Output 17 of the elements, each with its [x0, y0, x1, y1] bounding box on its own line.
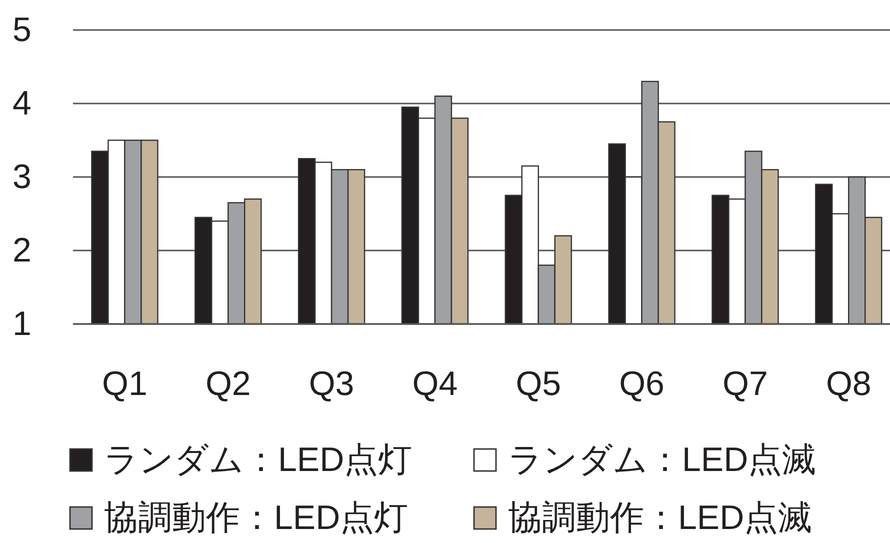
x-tick-label: Q3 [308, 365, 354, 403]
x-tick-label: Q7 [722, 365, 768, 403]
x-tick-label: Q8 [826, 365, 872, 403]
legend-label: 協調動作：LED点灯 [104, 499, 408, 537]
x-tick-label: Q5 [516, 365, 562, 403]
legend-label: ランダム：LED点滅 [508, 441, 816, 479]
legend-label: 協調動作：LED点滅 [508, 499, 812, 537]
x-tick-label: Q1 [102, 365, 148, 403]
x-tick-label: Q6 [619, 365, 664, 403]
legend-label: ランダム：LED点灯 [104, 441, 412, 479]
x-tick-label: Q4 [412, 365, 458, 403]
y-tick-label: 4 [12, 84, 32, 122]
y-tick-label: 3 [12, 158, 32, 196]
y-tick-label: 5 [12, 11, 32, 49]
y-tick-label: 2 [12, 232, 32, 270]
x-tick-label: Q2 [205, 365, 251, 403]
y-tick-label: 1 [12, 305, 32, 343]
